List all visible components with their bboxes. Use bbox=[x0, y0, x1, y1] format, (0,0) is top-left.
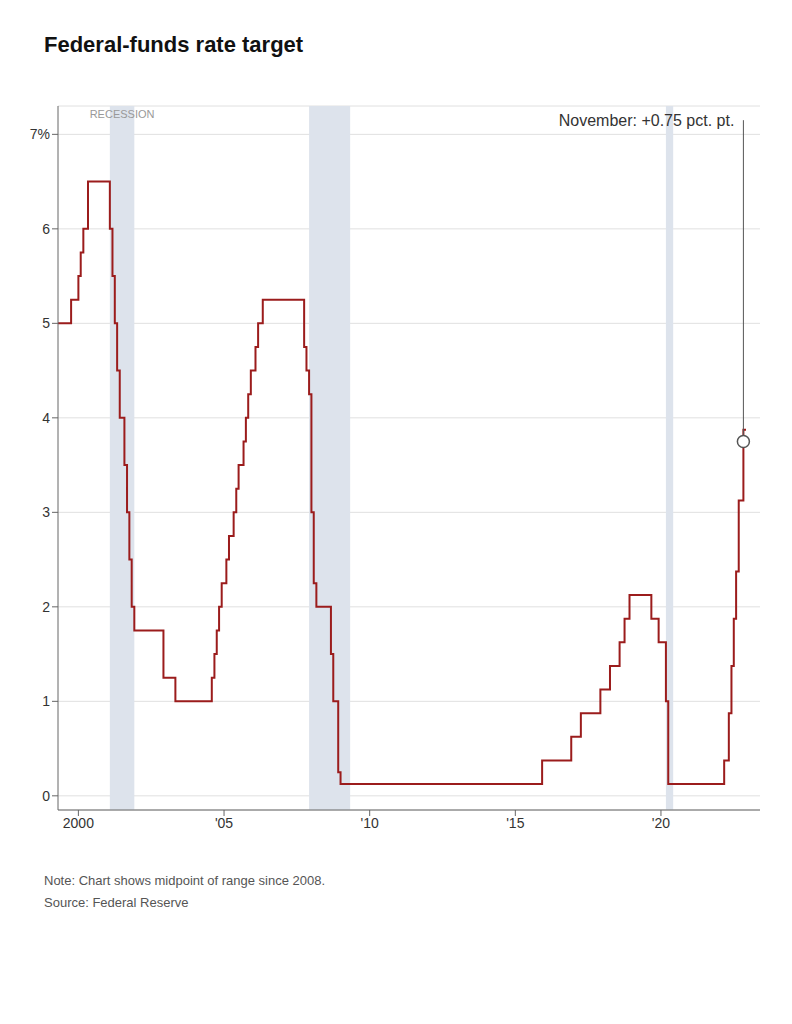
svg-text:4: 4 bbox=[42, 410, 50, 426]
html-text:Note: Chart shows midpoint of: Note: Chart shows midpoint of range sinc… bbox=[44, 873, 326, 888]
svg-text:1: 1 bbox=[42, 693, 50, 709]
html-text:Federal-funds rate target: Federal-funds rate target bbox=[44, 32, 304, 57]
svg-text:'20: '20 bbox=[652, 815, 670, 831]
svg-text:'15: '15 bbox=[506, 815, 524, 831]
svg-text:'05: '05 bbox=[215, 815, 233, 831]
svg-text:3: 3 bbox=[42, 504, 50, 520]
svg-text:5: 5 bbox=[42, 315, 50, 331]
svg-text:2000: 2000 bbox=[63, 815, 94, 831]
svg-text:7%: 7% bbox=[30, 126, 50, 142]
svg-text:2: 2 bbox=[42, 599, 50, 615]
svg-text:'10: '10 bbox=[361, 815, 379, 831]
svg-text:0: 0 bbox=[42, 788, 50, 804]
svg-text:RECESSION: RECESSION bbox=[90, 108, 155, 120]
svg-text:6: 6 bbox=[42, 221, 50, 237]
html-text:Source: Federal Reserve: Source: Federal Reserve bbox=[44, 895, 189, 910]
svg-text:November: +0.75 pct. pt.: November: +0.75 pct. pt. bbox=[559, 112, 735, 129]
